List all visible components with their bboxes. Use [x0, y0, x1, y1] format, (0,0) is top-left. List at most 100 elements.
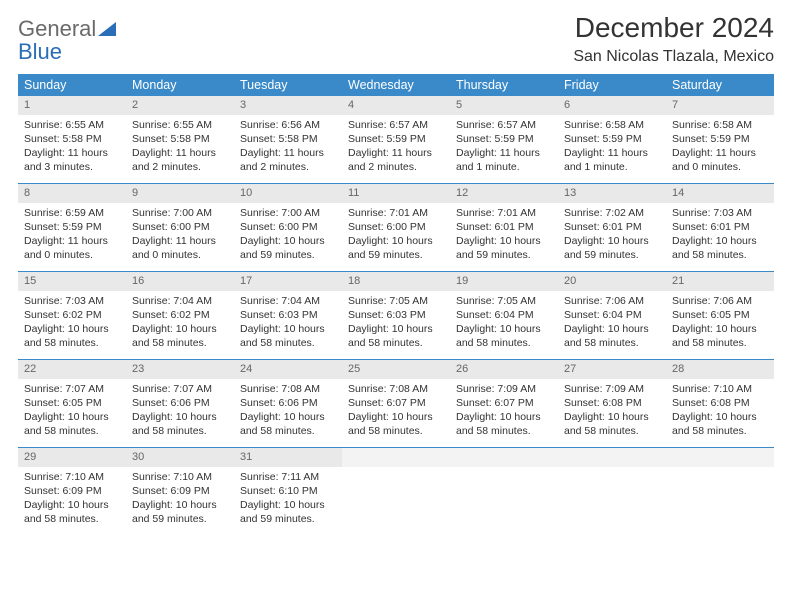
- day-header: Wednesday: [342, 74, 450, 96]
- day-cell: 9Sunrise: 7:00 AMSunset: 6:00 PMDaylight…: [126, 184, 234, 271]
- date-number: 16: [126, 272, 234, 291]
- date-number: 24: [234, 360, 342, 379]
- week-row: 15Sunrise: 7:03 AMSunset: 6:02 PMDayligh…: [18, 272, 774, 360]
- daylight-text: Daylight: 11 hours and 0 minutes.: [24, 234, 120, 262]
- day-cell: 10Sunrise: 7:00 AMSunset: 6:00 PMDayligh…: [234, 184, 342, 271]
- date-number: 17: [234, 272, 342, 291]
- daylight-text: Daylight: 11 hours and 3 minutes.: [24, 146, 120, 174]
- date-number: 22: [18, 360, 126, 379]
- day-cell: 22Sunrise: 7:07 AMSunset: 6:05 PMDayligh…: [18, 360, 126, 447]
- date-number: 7: [666, 96, 774, 115]
- sunrise-text: Sunrise: 7:10 AM: [672, 382, 768, 396]
- daylight-text: Daylight: 10 hours and 58 minutes.: [348, 410, 444, 438]
- day-cell: [450, 448, 558, 536]
- day-header: Tuesday: [234, 74, 342, 96]
- sunset-text: Sunset: 6:02 PM: [132, 308, 228, 322]
- day-body: Sunrise: 6:57 AMSunset: 5:59 PMDaylight:…: [450, 115, 558, 181]
- day-cell: 16Sunrise: 7:04 AMSunset: 6:02 PMDayligh…: [126, 272, 234, 359]
- date-number: 9: [126, 184, 234, 203]
- date-number: 5: [450, 96, 558, 115]
- day-header: Sunday: [18, 74, 126, 96]
- date-number: 1: [18, 96, 126, 115]
- sunset-text: Sunset: 5:59 PM: [24, 220, 120, 234]
- page-header: General Blue December 2024 San Nicolas T…: [18, 12, 774, 66]
- daylight-text: Daylight: 10 hours and 59 minutes.: [456, 234, 552, 262]
- sunset-text: Sunset: 5:59 PM: [672, 132, 768, 146]
- day-header-row: SundayMondayTuesdayWednesdayThursdayFrid…: [18, 74, 774, 96]
- sunrise-text: Sunrise: 6:57 AM: [456, 118, 552, 132]
- daylight-text: Daylight: 10 hours and 59 minutes.: [240, 498, 336, 526]
- daylight-text: Daylight: 11 hours and 0 minutes.: [672, 146, 768, 174]
- day-cell: 13Sunrise: 7:02 AMSunset: 6:01 PMDayligh…: [558, 184, 666, 271]
- day-body: Sunrise: 7:04 AMSunset: 6:03 PMDaylight:…: [234, 291, 342, 357]
- date-number: 31: [234, 448, 342, 467]
- day-cell: 12Sunrise: 7:01 AMSunset: 6:01 PMDayligh…: [450, 184, 558, 271]
- daylight-text: Daylight: 10 hours and 58 minutes.: [564, 410, 660, 438]
- sunrise-text: Sunrise: 7:10 AM: [132, 470, 228, 484]
- day-body: Sunrise: 7:05 AMSunset: 6:03 PMDaylight:…: [342, 291, 450, 357]
- day-cell: 26Sunrise: 7:09 AMSunset: 6:07 PMDayligh…: [450, 360, 558, 447]
- day-header: Monday: [126, 74, 234, 96]
- sunset-text: Sunset: 6:00 PM: [240, 220, 336, 234]
- date-number: [558, 448, 666, 467]
- sunrise-text: Sunrise: 6:59 AM: [24, 206, 120, 220]
- date-number: 19: [450, 272, 558, 291]
- day-body: Sunrise: 7:06 AMSunset: 6:05 PMDaylight:…: [666, 291, 774, 357]
- sunset-text: Sunset: 6:03 PM: [348, 308, 444, 322]
- brand-triangle-icon: [98, 22, 116, 39]
- daylight-text: Daylight: 10 hours and 58 minutes.: [348, 322, 444, 350]
- day-cell: 19Sunrise: 7:05 AMSunset: 6:04 PMDayligh…: [450, 272, 558, 359]
- sunset-text: Sunset: 6:10 PM: [240, 484, 336, 498]
- title-block: December 2024 San Nicolas Tlazala, Mexic…: [573, 12, 774, 66]
- daylight-text: Daylight: 11 hours and 2 minutes.: [132, 146, 228, 174]
- brand-word2: Blue: [18, 39, 62, 64]
- date-number: 20: [558, 272, 666, 291]
- day-body: Sunrise: 7:08 AMSunset: 6:06 PMDaylight:…: [234, 379, 342, 445]
- day-body: Sunrise: 7:03 AMSunset: 6:02 PMDaylight:…: [18, 291, 126, 357]
- date-number: 14: [666, 184, 774, 203]
- date-number: 28: [666, 360, 774, 379]
- day-cell: 20Sunrise: 7:06 AMSunset: 6:04 PMDayligh…: [558, 272, 666, 359]
- day-body: Sunrise: 7:04 AMSunset: 6:02 PMDaylight:…: [126, 291, 234, 357]
- day-body: Sunrise: 6:59 AMSunset: 5:59 PMDaylight:…: [18, 203, 126, 269]
- day-cell: 25Sunrise: 7:08 AMSunset: 6:07 PMDayligh…: [342, 360, 450, 447]
- date-number: [342, 448, 450, 467]
- daylight-text: Daylight: 10 hours and 59 minutes.: [564, 234, 660, 262]
- sunset-text: Sunset: 6:07 PM: [456, 396, 552, 410]
- sunset-text: Sunset: 6:09 PM: [132, 484, 228, 498]
- sunset-text: Sunset: 6:01 PM: [672, 220, 768, 234]
- day-body: Sunrise: 7:03 AMSunset: 6:01 PMDaylight:…: [666, 203, 774, 269]
- day-cell: 7 Sunrise: 6:58 AMSunset: 5:59 PMDaylight…: [666, 96, 774, 183]
- daylight-text: Daylight: 10 hours and 58 minutes.: [24, 498, 120, 526]
- sunrise-text: Sunrise: 7:06 AM: [672, 294, 768, 308]
- day-body: Sunrise: 7:09 AMSunset: 6:07 PMDaylight:…: [450, 379, 558, 445]
- day-body: Sunrise: 7:06 AMSunset: 6:04 PMDaylight:…: [558, 291, 666, 357]
- sunset-text: Sunset: 6:07 PM: [348, 396, 444, 410]
- day-body: Sunrise: 7:07 AMSunset: 6:06 PMDaylight:…: [126, 379, 234, 445]
- date-number: 15: [18, 272, 126, 291]
- date-number: 25: [342, 360, 450, 379]
- day-cell: 2Sunrise: 6:55 AMSunset: 5:58 PMDaylight…: [126, 96, 234, 183]
- day-header: Friday: [558, 74, 666, 96]
- sunset-text: Sunset: 6:09 PM: [24, 484, 120, 498]
- day-body: Sunrise: 7:10 AMSunset: 6:09 PMDaylight:…: [18, 467, 126, 533]
- sunset-text: Sunset: 6:01 PM: [456, 220, 552, 234]
- sunrise-text: Sunrise: 6:58 AM: [672, 118, 768, 132]
- sunrise-text: Sunrise: 7:04 AM: [132, 294, 228, 308]
- daylight-text: Daylight: 10 hours and 58 minutes.: [132, 410, 228, 438]
- day-cell: 29Sunrise: 7:10 AMSunset: 6:09 PMDayligh…: [18, 448, 126, 536]
- daylight-text: Daylight: 10 hours and 58 minutes.: [24, 410, 120, 438]
- date-number: 10: [234, 184, 342, 203]
- sunrise-text: Sunrise: 7:05 AM: [456, 294, 552, 308]
- sunrise-text: Sunrise: 7:04 AM: [240, 294, 336, 308]
- date-number: 4: [342, 96, 450, 115]
- day-header: Saturday: [666, 74, 774, 96]
- day-cell: 4Sunrise: 6:57 AMSunset: 5:59 PMDaylight…: [342, 96, 450, 183]
- sunrise-text: Sunrise: 7:00 AM: [132, 206, 228, 220]
- daylight-text: Daylight: 10 hours and 59 minutes.: [348, 234, 444, 262]
- sunset-text: Sunset: 5:59 PM: [456, 132, 552, 146]
- sunrise-text: Sunrise: 7:06 AM: [564, 294, 660, 308]
- day-body: Sunrise: 6:56 AMSunset: 5:58 PMDaylight:…: [234, 115, 342, 181]
- day-cell: [666, 448, 774, 536]
- sunset-text: Sunset: 5:59 PM: [564, 132, 660, 146]
